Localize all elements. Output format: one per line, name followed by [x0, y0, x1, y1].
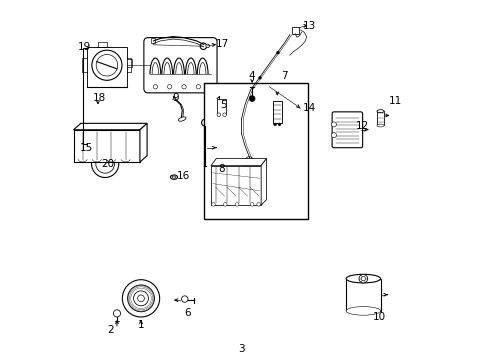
Circle shape: [181, 296, 188, 302]
Text: 9: 9: [172, 93, 179, 103]
Text: 10: 10: [373, 312, 386, 322]
Ellipse shape: [377, 110, 384, 113]
Circle shape: [257, 203, 260, 206]
Bar: [377, 111, 384, 126]
Circle shape: [153, 85, 157, 89]
Text: 7: 7: [281, 71, 288, 81]
Text: 3: 3: [238, 343, 245, 354]
Circle shape: [134, 291, 148, 306]
Circle shape: [235, 203, 239, 206]
Circle shape: [113, 310, 121, 317]
Circle shape: [212, 203, 215, 206]
Text: 14: 14: [302, 103, 316, 113]
Text: 16: 16: [177, 171, 190, 181]
Circle shape: [201, 119, 209, 126]
Text: 20: 20: [101, 159, 114, 169]
Circle shape: [223, 203, 227, 206]
Circle shape: [359, 274, 368, 283]
Circle shape: [206, 44, 210, 48]
Circle shape: [278, 123, 281, 126]
Ellipse shape: [346, 274, 381, 283]
Circle shape: [249, 96, 255, 102]
Circle shape: [168, 85, 172, 89]
Text: 13: 13: [302, 21, 316, 31]
Ellipse shape: [178, 117, 186, 121]
Bar: [346, 279, 381, 311]
Circle shape: [122, 280, 160, 317]
Text: 12: 12: [356, 121, 369, 131]
Text: 5: 5: [220, 100, 227, 110]
Circle shape: [331, 133, 337, 138]
Circle shape: [138, 295, 145, 302]
Circle shape: [274, 123, 276, 126]
Polygon shape: [261, 158, 267, 205]
Bar: [87, 47, 126, 87]
Polygon shape: [211, 158, 267, 166]
Ellipse shape: [377, 124, 384, 127]
Circle shape: [223, 113, 226, 117]
Circle shape: [182, 85, 186, 89]
Text: 15: 15: [80, 143, 93, 153]
Circle shape: [200, 43, 207, 49]
Text: 19: 19: [78, 42, 91, 52]
Bar: [126, 59, 132, 67]
Text: 18: 18: [93, 93, 106, 103]
Circle shape: [276, 51, 279, 54]
Circle shape: [196, 85, 200, 89]
Ellipse shape: [171, 175, 177, 179]
Bar: [292, 27, 299, 34]
Polygon shape: [211, 166, 261, 205]
Polygon shape: [140, 123, 147, 162]
Circle shape: [92, 150, 119, 177]
Circle shape: [361, 276, 366, 281]
FancyBboxPatch shape: [144, 38, 217, 93]
Circle shape: [250, 203, 254, 206]
Bar: [74, 130, 140, 162]
Text: 8: 8: [218, 164, 225, 174]
Ellipse shape: [172, 176, 176, 178]
Text: 11: 11: [389, 96, 402, 106]
Bar: [273, 101, 282, 123]
Text: 4: 4: [249, 71, 255, 81]
Text: 17: 17: [216, 39, 229, 49]
Circle shape: [331, 122, 337, 127]
Circle shape: [245, 103, 247, 106]
Text: 6: 6: [184, 308, 191, 318]
Circle shape: [96, 154, 115, 173]
Ellipse shape: [346, 307, 381, 315]
Circle shape: [127, 285, 154, 312]
Bar: [151, 39, 155, 42]
Text: 2: 2: [107, 325, 114, 335]
Text: 1: 1: [138, 320, 145, 330]
Circle shape: [217, 113, 220, 117]
Bar: [204, 83, 308, 220]
Circle shape: [96, 54, 118, 76]
Circle shape: [259, 76, 262, 79]
FancyBboxPatch shape: [332, 112, 363, 148]
Polygon shape: [74, 123, 147, 130]
Circle shape: [92, 50, 122, 80]
